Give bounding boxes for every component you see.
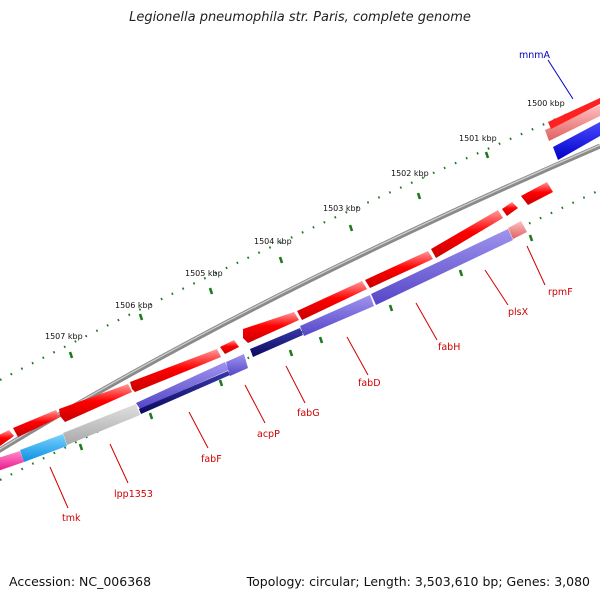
feature-forward-pink [545,105,600,141]
feature-reverse-cyan [20,434,67,462]
gene-label-fabF: fabF [201,454,222,465]
feature-reverse-magenta [0,451,24,471]
feature-forward [59,384,132,422]
feature-reverse-purple [371,229,513,305]
feature-reverse-pink [508,221,527,239]
feature-reverse-navy [139,371,230,414]
feature-forward [220,340,239,354]
feature-reverse-navy [250,328,303,357]
gene-label-lpp1353: lpp1353 [114,489,153,500]
tick-label-1506: 1506 kbp [115,301,153,310]
gene-label-plsX: plsX [508,307,529,318]
gene-label-fabG: fabG [297,408,320,419]
label-leaders [49,245,546,509]
feature-reverse-blue [553,122,600,160]
tick-label-1503: 1503 kbp [323,204,361,213]
feature-reverse-purple [300,295,374,336]
gene-label-mnmA: mnmA [519,50,551,61]
gene-label-fabD: fabD [358,378,381,389]
leader-acpP [244,384,266,424]
leader-fabD [346,336,369,376]
feature-forward [365,251,433,288]
accession-text: Accession: NC_006368 [9,574,152,589]
genome-title: Legionella pneumophila str. Paris, compl… [129,10,471,25]
feature-forward [502,202,518,216]
gene-label-rpmF: rpmF [548,287,573,298]
topology-text: Topology: circular; Length: 3,503,610 bp… [246,574,590,589]
leader-mnmA [547,59,574,100]
feature-forward [548,98,600,129]
feature-reverse-gray [63,404,140,445]
leader-fabF [188,411,209,449]
gene-label-acpP: acpP [257,429,280,440]
feature-forward [431,210,503,258]
leader-fabG [285,365,306,404]
tick-label-1507: 1507 kbp [45,332,83,341]
feature-forward [130,349,221,392]
feature-forward [243,312,299,343]
leader-plsX [484,269,509,306]
reverse-strand-features [0,122,600,471]
tick-label-1502: 1502 kbp [391,169,429,178]
leader-fabH [415,302,438,341]
feature-reverse-purple [136,362,229,409]
leader-tmk [49,466,69,509]
feature-forward [13,410,60,437]
outer-tick-ring [0,98,600,381]
tick-label-1505: 1505 kbp [185,269,223,278]
feature-forward [521,182,553,205]
inner-major-ticks [78,234,534,451]
forward-strand-features [0,98,600,446]
feature-forward [0,430,14,446]
tick-label-1501: 1501 kbp [459,134,497,143]
leader-lpp1353 [109,443,129,484]
tick-label-1500: 1500 kbp [527,99,565,108]
gene-label-tmk: tmk [62,513,81,524]
tick-label-1504: 1504 kbp [254,237,292,246]
leader-rpmF [526,245,546,286]
gene-label-fabH: fabH [438,342,460,353]
feature-reverse-purple [226,354,248,376]
feature-forward [297,281,367,320]
